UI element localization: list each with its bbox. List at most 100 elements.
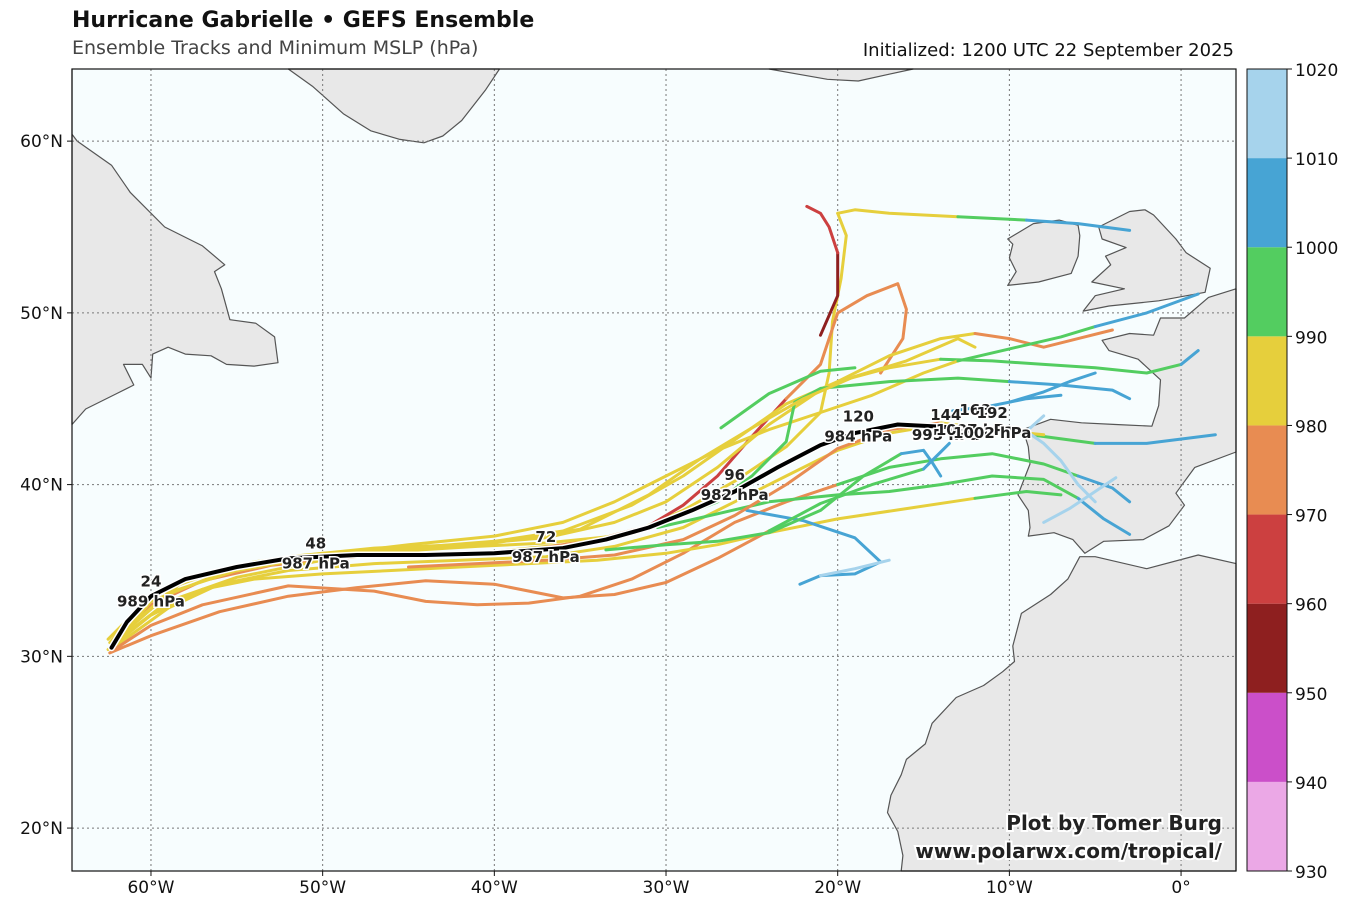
mean-track (108, 421, 962, 652)
colorbar-swatch (1247, 692, 1287, 782)
forecast-hour-label: 72 (535, 528, 556, 546)
member-track-2 (784, 282, 908, 401)
member-track-17 (719, 366, 857, 430)
lon-tick-label: 60°W (127, 878, 174, 898)
member-track-11 (655, 474, 1080, 529)
forecast-hour-label: 96 (724, 466, 745, 484)
member-track-3 (805, 204, 840, 255)
lat-tick-label: 20°N (20, 819, 63, 839)
member-track-5 (1093, 433, 1217, 445)
member-track-7 (110, 483, 840, 653)
init-time-label: Initialized: 1200 UTC 22 September 2025 (862, 40, 1234, 61)
member-track-4 (973, 328, 1114, 349)
credit-url: www.polarwx.com/tropical/ (915, 839, 1222, 863)
colorbar-label: 1000 (1295, 239, 1338, 259)
member-track-18 (1025, 414, 1097, 504)
credit-block: Plot by Tomer Burg www.polarwx.com/tropi… (913, 809, 1224, 865)
colorbar: 930 940 950 960 970 980 990 1000 1010 1020 (1246, 61, 1338, 883)
lat-tick-label: 60°N (20, 132, 63, 152)
colorbar-border (1246, 68, 1288, 872)
colorbar-label: 930 (1295, 863, 1327, 883)
credit-author: Plot by Tomer Burg (1006, 811, 1222, 835)
member-track-16 (899, 448, 943, 478)
member-track-1 (956, 215, 1028, 222)
lon-tick-label: 30°W (643, 878, 690, 898)
member-track-3 (819, 251, 840, 337)
lon-tick-label: 50°W (299, 878, 346, 898)
member-track-10 (1007, 380, 1132, 401)
member-track-1 (1025, 218, 1132, 232)
member-track-15 (767, 467, 925, 533)
colorbar-label: 970 (1295, 507, 1327, 527)
lat-tick-label: 30°N (20, 647, 63, 667)
member-track-6 (115, 357, 943, 643)
colorbar-swatch (1247, 425, 1287, 515)
forecast-hour-label: 24 (141, 573, 162, 591)
land-north_america (71, 68, 279, 426)
member-track-13 (407, 421, 943, 569)
forecast-hour-label: 120 (843, 408, 874, 426)
chart-subtitle: Ensemble Tracks and Minimum MSLP (hPa) (72, 37, 479, 59)
member-track-11 (1076, 496, 1132, 536)
lat-tick-label: 50°N (20, 304, 63, 324)
land-layer (71, 68, 1237, 872)
forecast-hour-label: 168 (959, 401, 990, 419)
colorbar-label: 980 (1295, 417, 1327, 437)
colorbar-label: 1020 (1295, 61, 1338, 81)
colorbar-swatch (1247, 247, 1287, 337)
gridlines (72, 69, 1236, 871)
colorbar-swatch (1247, 336, 1287, 426)
member-track-7 (836, 452, 1080, 487)
member-track-7 (1076, 474, 1132, 504)
colorbar-label: 1010 (1295, 150, 1338, 170)
forecast-pressure-label: 987 hPa (282, 555, 350, 573)
lat-tick-label: 40°N (20, 476, 63, 496)
colorbar-label: 950 (1295, 685, 1327, 705)
colorbar-label: 960 (1295, 596, 1327, 616)
lon-tick-label: 20°W (814, 878, 861, 898)
chart-title: Hurricane Gabrielle • GEFS Ensemble (72, 8, 535, 33)
forecast-hour-label: 192 (977, 404, 1008, 422)
colorbar-swatch (1247, 158, 1287, 248)
member-track-20 (1042, 476, 1118, 524)
axis-ticks: 60°W 50°W 40°W 30°W 20°W 10°W 0° 20°N 30°N 40°N 50… (20, 132, 1191, 898)
colorbar-swatch (1247, 603, 1287, 693)
land-britain (1082, 209, 1211, 312)
member-track-8 (973, 490, 1063, 500)
forecast-pressure-label: 984 hPa (824, 428, 892, 446)
member-track-6 (939, 357, 1183, 375)
forecast-pressure-label: 982 hPa (701, 486, 769, 504)
forecast-pressure-label: 989 hPa (117, 593, 185, 611)
lon-tick-label: 40°W (471, 878, 518, 898)
member-track-16 (604, 452, 903, 552)
land-ireland (1007, 219, 1081, 286)
forecast-hour-label: 48 (305, 535, 326, 553)
member-track-15 (108, 529, 771, 655)
lon-tick-label: 0° (1171, 878, 1190, 898)
land-greenland (287, 68, 501, 144)
member-track-19 (1007, 371, 1097, 404)
member-track-12 (819, 558, 891, 578)
forecast-pressure-label: 995 hPa (912, 426, 980, 444)
mean-track-line (109, 422, 960, 650)
colorbar-swatch (1247, 514, 1287, 604)
colorbar-label: 940 (1295, 774, 1327, 794)
member-track-15 (922, 441, 951, 471)
colorbar-label: 990 (1295, 328, 1327, 348)
member-track-2 (647, 397, 788, 528)
colorbar-swatch (1247, 69, 1287, 159)
forecast-hour-label: 144 (930, 406, 961, 424)
member-track-6 (1179, 349, 1200, 366)
land-africa (886, 554, 1237, 872)
forecast-labels: 24 989 hPa 48 987 hPa 72 987 hPa 96 982 hPa 120 9… (116, 399, 1033, 612)
member-track-1 (836, 208, 960, 219)
forecast-pressure-label: 987 hPa (512, 548, 580, 566)
forecast-pressure-label: 1007 hPa (936, 421, 1014, 439)
forecast-pressure-label: 1002 hPa (953, 424, 1031, 442)
map-border (71, 68, 1237, 872)
colorbar-swatch (1247, 781, 1287, 871)
lon-tick-label: 10°W (986, 878, 1033, 898)
member-track-9 (1093, 292, 1200, 329)
map-frame (71, 68, 1237, 872)
